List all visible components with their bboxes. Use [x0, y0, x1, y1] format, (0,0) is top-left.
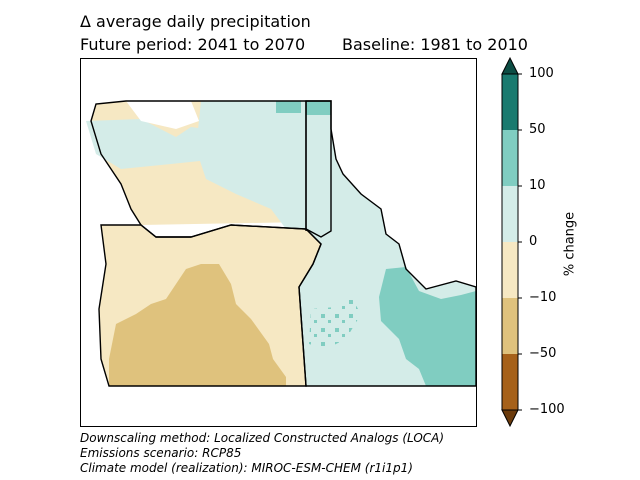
colorbar-under-arrow [501, 409, 519, 428]
state-boundaries [90, 100, 476, 387]
oregon-region [99, 225, 321, 386]
baseline-period-label: Baseline: 1981 to 2010 [342, 35, 528, 54]
colorbar-tick-label: 50 [529, 122, 546, 137]
map-subtitle: Future period: 2041 to 2070 Baseline: 19… [80, 35, 528, 55]
idaho-teal-block-north [306, 101, 331, 115]
climate-model-note: Climate model (realization): MIROC-ESM-C… [80, 461, 413, 475]
colorbar-over-arrow [501, 56, 519, 75]
future-period-label: Future period: 2041 to 2070 [80, 35, 306, 54]
precipitation-map [86, 100, 476, 387]
colorbar-segment [502, 354, 518, 410]
washington-teal-patch [211, 149, 223, 167]
idaho-region [299, 101, 476, 386]
colorbar-tick-label: −50 [529, 346, 557, 361]
colorbar-tick-label: 0 [529, 234, 538, 249]
colorbar-segment [502, 298, 518, 354]
colorbar-tick-label: −10 [529, 290, 557, 305]
colorbar-segment [502, 130, 518, 186]
idaho-dark-teal-area [379, 267, 476, 386]
colorbar-tick-label: 10 [529, 178, 546, 193]
idaho-teal-speckle [309, 297, 361, 349]
colorbar-segment [502, 186, 518, 242]
map-title: Δ average daily precipitation [80, 12, 311, 31]
colorbar-tick-label: 100 [529, 66, 554, 81]
colorbar-segment [502, 74, 518, 130]
washington-teal-area-east [196, 101, 306, 231]
emissions-scenario-note: Emissions scenario: RCP85 [80, 446, 242, 460]
colorbar-label: % change [562, 211, 578, 277]
oregon-tan-area [109, 264, 286, 386]
washington-northwest-white [126, 101, 199, 129]
colorbar [501, 56, 522, 428]
downscaling-method-note: Downscaling method: Localized Constructe… [80, 431, 445, 445]
colorbar-tick-label: −100 [529, 402, 565, 417]
washington-region [86, 101, 306, 231]
map-frame [80, 58, 477, 427]
washington-teal-area-north [86, 119, 221, 169]
colorbar-segment [502, 242, 518, 298]
washington-teal-speckle-north [276, 101, 301, 113]
idaho-boundary [298, 100, 476, 387]
